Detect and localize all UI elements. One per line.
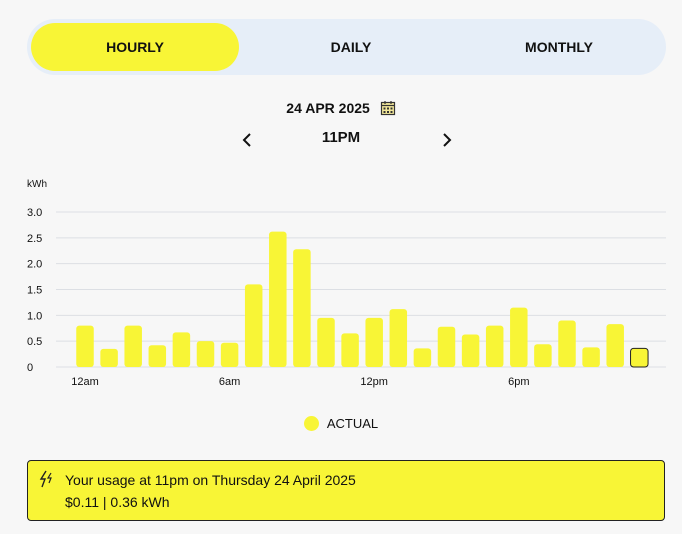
bar-hour-20[interactable] bbox=[558, 320, 576, 368]
x-tick-label: 12am bbox=[71, 376, 99, 388]
y-tick-label: 0.5 bbox=[27, 336, 42, 348]
bar-hour-19[interactable] bbox=[534, 344, 552, 367]
bar-hour-15[interactable] bbox=[437, 326, 456, 367]
hour-label: 11PM bbox=[321, 129, 361, 146]
y-axis-label: kWh bbox=[27, 179, 47, 190]
tab-daily[interactable]: DAILY bbox=[330, 39, 372, 55]
x-tick-label: 6pm bbox=[508, 376, 529, 388]
bar-hour-5[interactable] bbox=[196, 341, 215, 367]
y-tick-label: 3.0 bbox=[27, 207, 42, 219]
usage-bar-chart: kWh 3.0 2.5 2.0 1.5 1.0 0.5 0 12am 6am 12pm 6pm bbox=[27, 179, 666, 388]
tab-hourly[interactable]: HOURLY bbox=[31, 23, 239, 71]
bar-hour-7[interactable] bbox=[244, 284, 263, 367]
bar-hour-11[interactable] bbox=[341, 333, 359, 367]
summary-value: $0.11 | 0.36 kWh bbox=[65, 494, 170, 510]
bar-hour-4[interactable] bbox=[172, 332, 191, 367]
usage-summary-card: Your usage at 11pm on Thursday 24 April … bbox=[27, 460, 665, 521]
summary-title: Your usage at 11pm on Thursday 24 April … bbox=[65, 472, 356, 488]
bar-hour-2[interactable] bbox=[124, 325, 142, 367]
bar-hour-17[interactable] bbox=[485, 325, 504, 367]
bar-hour-18[interactable] bbox=[510, 307, 528, 367]
y-tick-label: 0 bbox=[27, 362, 33, 374]
legend-actual-swatch bbox=[303, 416, 319, 431]
chevron-right-icon[interactable] bbox=[435, 128, 459, 152]
y-tick-label: 1.5 bbox=[27, 285, 42, 297]
bar-hour-16[interactable] bbox=[461, 334, 480, 367]
date-selector[interactable]: 24 APR 2025 bbox=[0, 100, 682, 119]
chevron-left-icon[interactable] bbox=[235, 128, 259, 152]
y-tick-label: 1.0 bbox=[27, 310, 42, 322]
tab-monthly[interactable]: MONTHLY bbox=[525, 39, 593, 55]
hour-selector: 11PM bbox=[0, 126, 682, 154]
calendar-icon[interactable] bbox=[380, 100, 396, 119]
date-label: 24 APR 2025 bbox=[286, 100, 370, 116]
bar-hour-8[interactable] bbox=[269, 231, 287, 367]
bar-hour-21[interactable] bbox=[582, 347, 600, 367]
y-tick-label: 2.5 bbox=[27, 233, 42, 245]
chart-legend: ACTUAL bbox=[0, 416, 682, 431]
y-tick-label: 2.0 bbox=[27, 259, 42, 271]
bar-hour-12[interactable] bbox=[365, 317, 383, 367]
bar-hour-9[interactable] bbox=[293, 249, 311, 367]
bar-hour-13[interactable] bbox=[389, 309, 408, 367]
bar-hour-1[interactable] bbox=[100, 348, 118, 367]
lightning-icon bbox=[37, 470, 55, 493]
bar-hour-3[interactable] bbox=[148, 345, 167, 367]
x-tick-label: 12pm bbox=[360, 376, 388, 388]
bar-hour-23[interactable] bbox=[630, 347, 649, 368]
bar-hour-14[interactable] bbox=[413, 348, 432, 367]
bar-hour-6[interactable] bbox=[220, 342, 239, 367]
x-tick-label: 6am bbox=[219, 376, 240, 388]
bar-hour-22[interactable] bbox=[606, 324, 624, 367]
bar-hour-10[interactable] bbox=[317, 317, 335, 367]
bar-hour-0[interactable] bbox=[76, 325, 94, 367]
legend-actual-label: ACTUAL bbox=[326, 416, 379, 431]
period-tabs: HOURLY DAILY MONTHLY bbox=[27, 19, 666, 75]
